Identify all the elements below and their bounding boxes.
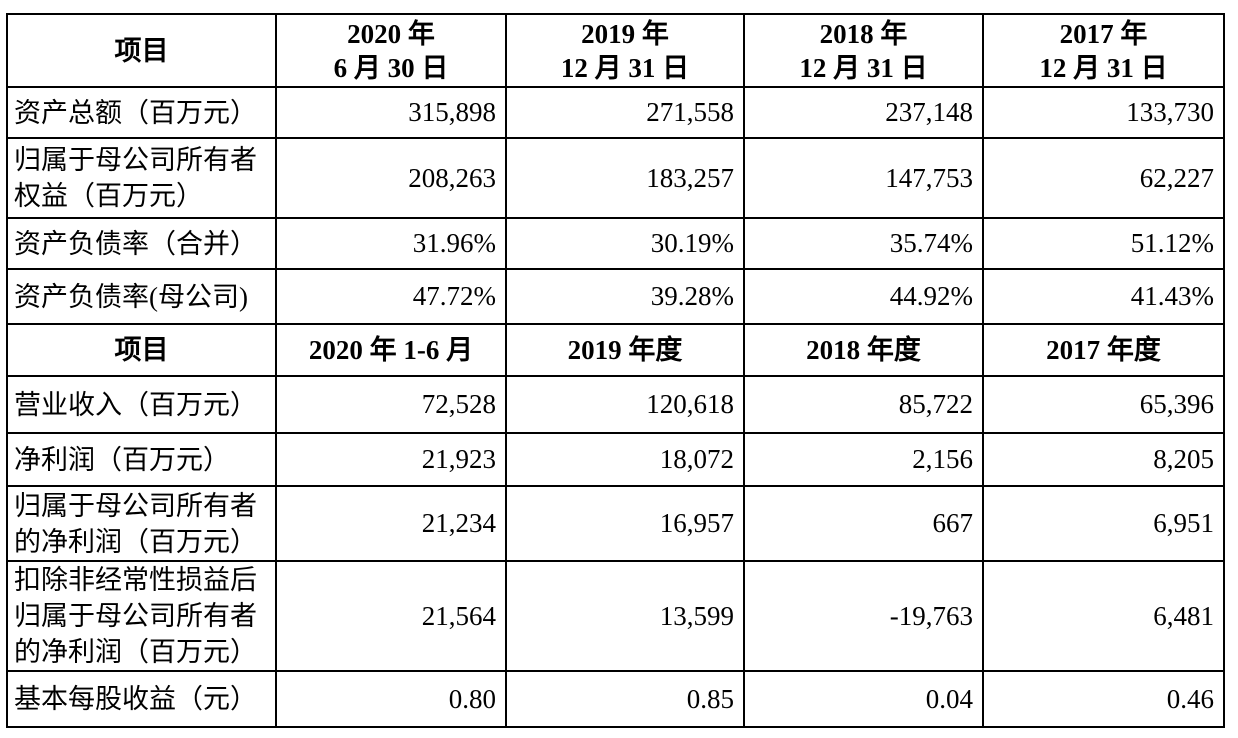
row-parent-net-profit: 归属于母公司所有者 的净利润（百万元） 21,234 16,957 667 6,… <box>6 485 1225 562</box>
cell-value: 39.28% <box>505 268 745 325</box>
cell-value: 237,148 <box>743 86 984 139</box>
cell-value: 44.92% <box>743 268 984 325</box>
row-label: 归属于母公司所有者 权益（百万元） <box>6 137 277 219</box>
cell-value: 0.04 <box>743 670 984 728</box>
row-total-assets: 资产总额（百万元） 315,898 271,558 237,148 133,73… <box>6 86 1225 139</box>
row-label: 资产负债率(母公司) <box>6 268 277 325</box>
row-operating-revenue: 营业收入（百万元） 72,528 120,618 85,722 65,396 <box>6 375 1225 434</box>
row-label: 营业收入（百万元） <box>6 375 277 434</box>
row-net-profit: 净利润（百万元） 21,923 18,072 2,156 8,205 <box>6 432 1225 487</box>
cell-value: 85,722 <box>743 375 984 434</box>
cell-value: 62,227 <box>982 137 1225 219</box>
cell-value: 133,730 <box>982 86 1225 139</box>
cell-value: 65,396 <box>982 375 1225 434</box>
cell-value: 47.72% <box>275 268 507 325</box>
header-income-2017: 2017 年度 <box>982 323 1225 377</box>
cell-value: 21,564 <box>275 560 507 672</box>
header-item-column: 项目 <box>6 13 277 88</box>
row-label: 基本每股收益（元） <box>6 670 277 728</box>
row-debt-ratio-parent: 资产负债率(母公司) 47.72% 39.28% 44.92% 41.43% <box>6 268 1225 325</box>
cell-value: 21,923 <box>275 432 507 487</box>
cell-value: 0.46 <box>982 670 1225 728</box>
row-debt-ratio-consolidated: 资产负债率（合并） 31.96% 30.19% 35.74% 51.12% <box>6 217 1225 270</box>
header-income-2018: 2018 年度 <box>743 323 984 377</box>
row-label: 归属于母公司所有者 的净利润（百万元） <box>6 485 277 562</box>
cell-value: 31.96% <box>275 217 507 270</box>
financial-summary-table: 项目 2020 年 6 月 30 日 2019 年 12 月 31 日 2018… <box>6 13 1225 728</box>
cell-value: 18,072 <box>505 432 745 487</box>
cell-value: 120,618 <box>505 375 745 434</box>
row-label: 扣除非经常性损益后 归属于母公司所有者 的净利润（百万元） <box>6 560 277 672</box>
cell-value: 30.19% <box>505 217 745 270</box>
cell-value: 6,481 <box>982 560 1225 672</box>
row-parent-net-profit-ex-nonrecurring: 扣除非经常性损益后 归属于母公司所有者 的净利润（百万元） 21,564 13,… <box>6 560 1225 672</box>
row-label: 资产总额（百万元） <box>6 86 277 139</box>
cell-value: 0.80 <box>275 670 507 728</box>
cell-value: 315,898 <box>275 86 507 139</box>
cell-value: 271,558 <box>505 86 745 139</box>
cell-value: 72,528 <box>275 375 507 434</box>
cell-value: 6,951 <box>982 485 1225 562</box>
income-statement-header-row: 项目 2020 年 1-6 月 2019 年度 2018 年度 2017 年度 <box>6 323 1225 377</box>
cell-value: 147,753 <box>743 137 984 219</box>
cell-value: 13,599 <box>505 560 745 672</box>
cell-value: 667 <box>743 485 984 562</box>
cell-value: 208,263 <box>275 137 507 219</box>
row-label: 资产负债率（合并） <box>6 217 277 270</box>
row-basic-eps: 基本每股收益（元） 0.80 0.85 0.04 0.46 <box>6 670 1225 728</box>
header-balance-2020: 2020 年 6 月 30 日 <box>275 13 507 88</box>
cell-value: 16,957 <box>505 485 745 562</box>
cell-value: 51.12% <box>982 217 1225 270</box>
cell-value: 2,156 <box>743 432 984 487</box>
cell-value: -19,763 <box>743 560 984 672</box>
header-item-column: 项目 <box>6 323 277 377</box>
balance-sheet-header-row: 项目 2020 年 6 月 30 日 2019 年 12 月 31 日 2018… <box>6 13 1225 88</box>
header-balance-2019: 2019 年 12 月 31 日 <box>505 13 745 88</box>
row-label: 净利润（百万元） <box>6 432 277 487</box>
row-parent-equity: 归属于母公司所有者 权益（百万元） 208,263 183,257 147,75… <box>6 137 1225 219</box>
cell-value: 35.74% <box>743 217 984 270</box>
header-income-2020: 2020 年 1-6 月 <box>275 323 507 377</box>
cell-value: 8,205 <box>982 432 1225 487</box>
cell-value: 21,234 <box>275 485 507 562</box>
cell-value: 0.85 <box>505 670 745 728</box>
header-balance-2017: 2017 年 12 月 31 日 <box>982 13 1225 88</box>
cell-value: 41.43% <box>982 268 1225 325</box>
header-income-2019: 2019 年度 <box>505 323 745 377</box>
header-balance-2018: 2018 年 12 月 31 日 <box>743 13 984 88</box>
cell-value: 183,257 <box>505 137 745 219</box>
